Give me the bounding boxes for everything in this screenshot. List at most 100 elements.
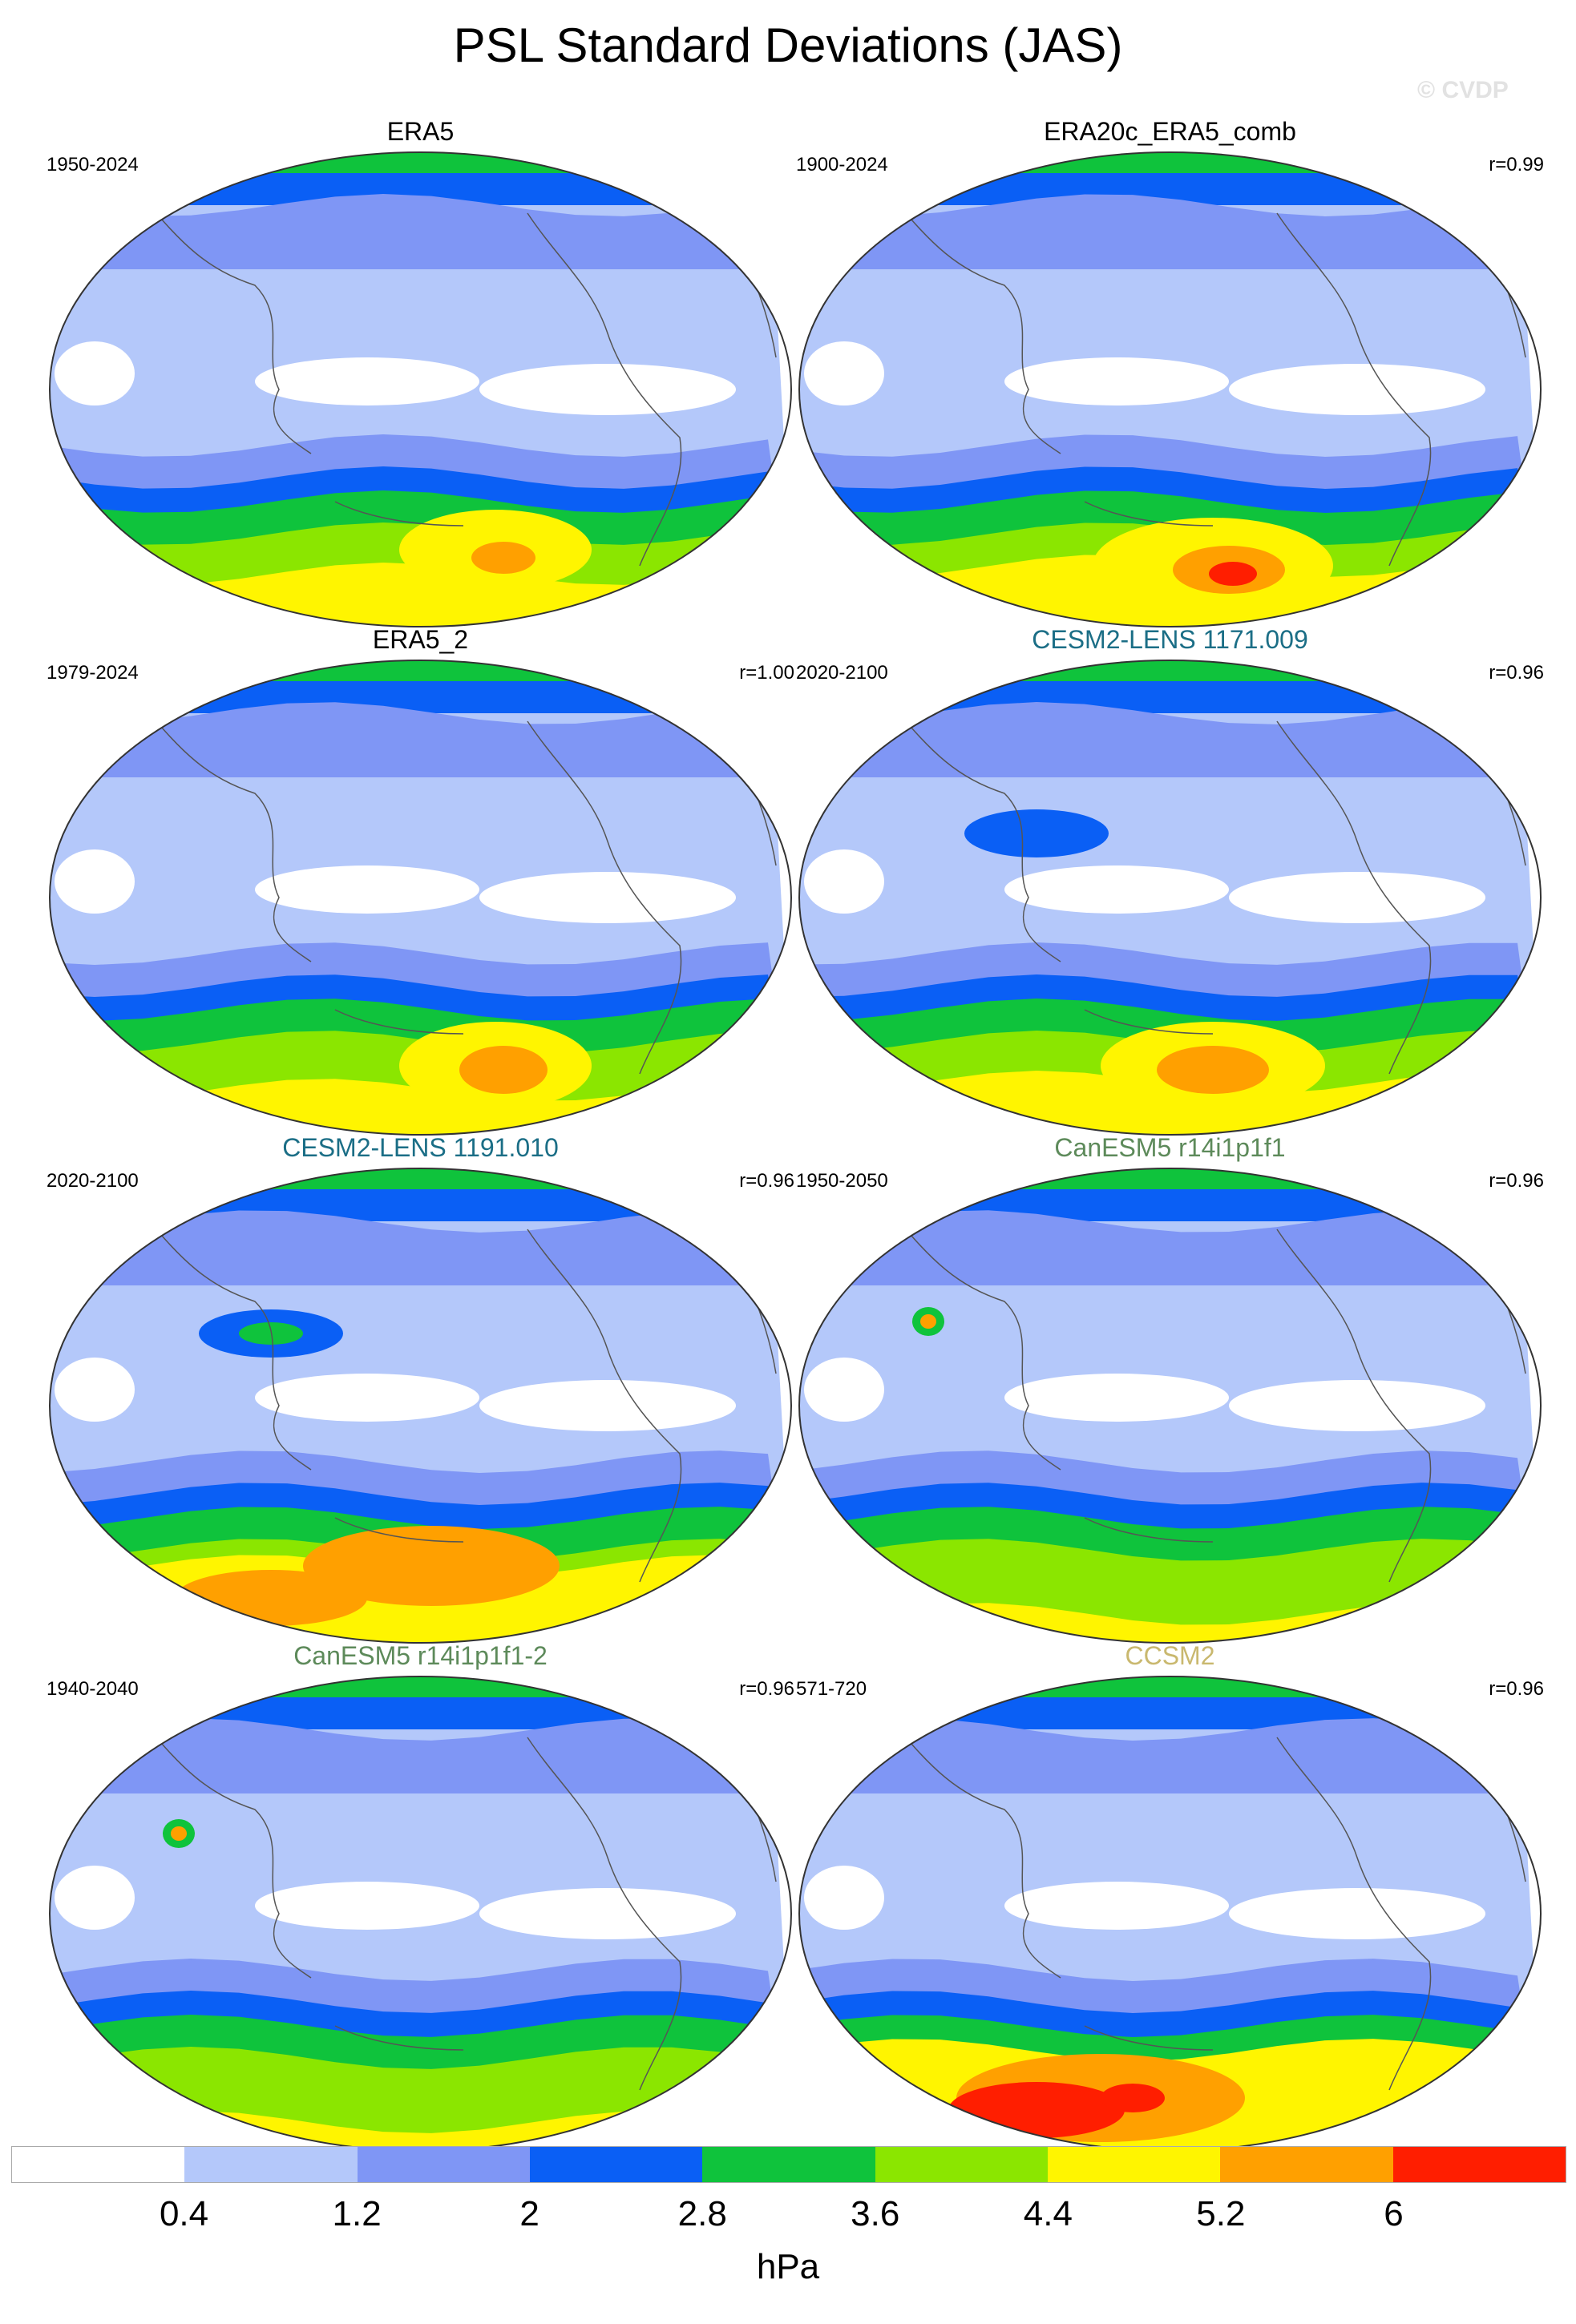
contour-band [799,1210,1541,1285]
contour-band [799,1718,1541,1793]
panel-title: ERA20c_ERA5_comb [1044,117,1296,146]
contour-band [50,194,791,269]
map-panel: ERA5 1950-2024 [46,117,794,630]
coastline [891,1721,1061,1979]
panel-years: 1950-2024 [46,154,139,176]
panel-years: 1950-2050 [796,1170,888,1192]
coastline [142,704,312,962]
map-svg [798,1168,1542,1644]
coastline [1084,1517,1214,1543]
watermark: © CVDP [1417,77,1509,103]
contour-band [50,1718,791,1793]
coastline [527,1737,682,2091]
colorbar-tick-label: 5.2 [1196,2194,1246,2233]
panel-correlation: r=0.96 [1489,1170,1544,1192]
low-variance-patch [1229,872,1485,923]
map-panel: ERA20c_ERA5_comb 1900-2024 r=0.99 [796,117,1544,630]
coastline [142,1721,312,1979]
map-panel: ERA5_2 1979-2024 r=1.00 [46,625,794,1138]
panel-title: CanESM5 r14i1p1f1-2 [293,1641,548,1670]
map-outline [49,660,792,1136]
panel-years: 2020-2100 [46,1170,139,1192]
panel-correlation: r=0.96 [739,1170,794,1192]
colorbar-swatch [184,2147,358,2182]
coastline [1084,2025,1214,2051]
variance-maximum [1157,1046,1269,1094]
low-variance-patch [255,865,479,914]
map-svg [49,151,792,627]
coastline [527,212,682,567]
map-outline [49,151,792,627]
colorbar-swatch [702,2147,875,2182]
map-svg [49,1676,792,2152]
low-variance-patch [804,341,884,405]
map-panel: CCSM2 571-720 r=0.96 [796,1641,1544,2154]
low-variance-patch [479,1380,736,1431]
low-variance-patch [55,1866,135,1930]
coastline [334,1517,464,1543]
coastline [891,196,1061,454]
coastline [1084,1009,1214,1035]
coastline [1276,720,1432,1075]
low-variance-patch [479,872,736,923]
low-variance-patch [255,1882,479,1930]
variance-maximum [1209,562,1257,586]
panel-title: CESM2-LENS 1191.010 [282,1133,559,1162]
panel-years: 571-720 [796,1678,867,1700]
colorbar-tick-label: 1.2 [332,2194,382,2233]
low-variance-patch [1229,1888,1485,1939]
panel-title: CESM2-LENS 1171.009 [1032,625,1308,654]
coastline [334,2025,464,2051]
variance-maximum [171,1826,187,1841]
low-variance-patch [1004,357,1229,405]
variance-maximum [471,542,535,574]
colorbar-swatch [875,2147,1048,2182]
variance-maximum [303,1526,560,1606]
map-outline [798,151,1542,627]
panel-title: ERA5_2 [372,625,469,654]
low-variance-patch [1229,364,1485,415]
panel-title: CCSM2 [1125,1641,1215,1670]
coastline [1276,1229,1432,1583]
colorbar-tick-label: 2 [519,2194,539,2233]
panel-title: ERA5 [386,117,455,146]
map-svg [798,151,1542,627]
colorbar-unit: hPa [756,2247,820,2286]
low-variance-patch [804,1358,884,1422]
coastline [891,704,1061,962]
map-panel: CESM2-LENS 1191.010 2020-2100 r=0.96 [46,1133,794,1646]
panel-title: CanESM5 r14i1p1f1 [1054,1133,1286,1162]
low-variance-patch [1004,1882,1229,1930]
colorbar-swatch [529,2147,703,2182]
variance-maximum [964,809,1109,857]
low-variance-patch [804,1866,884,1930]
contour-band [50,1210,791,1285]
panel-correlation: r=0.99 [1489,154,1544,176]
low-variance-patch [55,341,135,405]
map-svg [49,1168,792,1644]
map-svg [798,660,1542,1136]
coastline [527,720,682,1075]
low-variance-patch [255,357,479,405]
low-variance-patch [55,849,135,914]
coastline [142,196,312,454]
panel-correlation: r=0.96 [739,1678,794,1700]
low-variance-patch [1004,1374,1229,1422]
map-svg [798,1676,1542,2152]
panel-correlation: r=0.96 [1489,1678,1544,1700]
colorbar-tick-label: 6 [1384,2194,1404,2233]
map-panel: CESM2-LENS 1171.009 2020-2100 r=0.96 [796,625,1544,1138]
contour-band [50,702,791,777]
map-panel: CanESM5 r14i1p1f1 1950-2050 r=0.96 [796,1133,1544,1646]
coastline [1084,501,1214,527]
map-outline [798,660,1542,1136]
colorbar-swatch [357,2147,530,2182]
colorbar-swatch [12,2147,185,2182]
colorbar-swatch [1220,2147,1393,2182]
map-svg [49,660,792,1136]
panel-years: 2020-2100 [796,662,888,684]
panel-years: 1979-2024 [46,662,139,684]
variance-maximum [920,1314,936,1329]
low-variance-patch [55,1358,135,1422]
panel-years: 1940-2040 [46,1678,139,1700]
